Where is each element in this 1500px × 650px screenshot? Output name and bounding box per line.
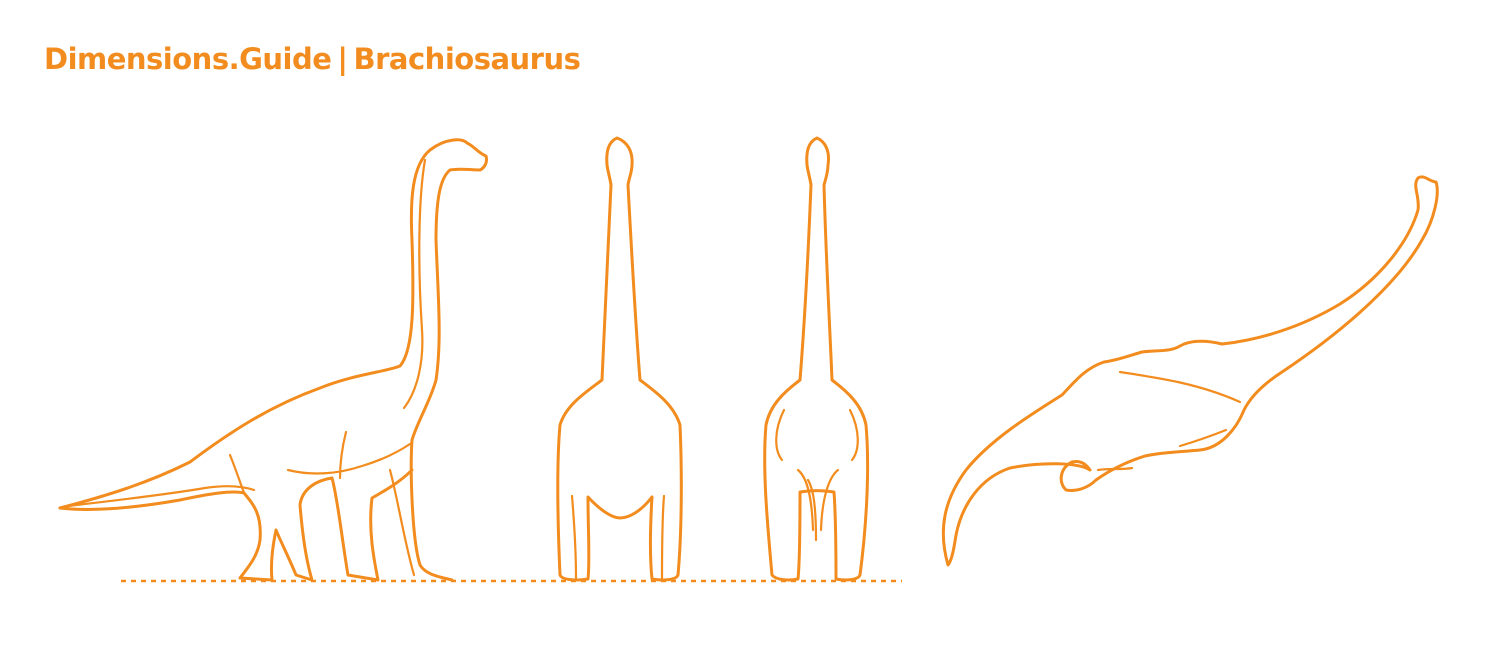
site-name: Dimensions.Guide bbox=[44, 42, 332, 76]
top-view-outline bbox=[941, 175, 1439, 567]
side-view-neck-inner-line bbox=[402, 158, 427, 410]
front-view-left-leg-line bbox=[570, 494, 578, 580]
side-view-hip-line bbox=[228, 453, 246, 495]
rear-view-hip-line bbox=[775, 408, 859, 462]
side-view-tail-stripe bbox=[66, 485, 256, 508]
title-separator: | bbox=[337, 42, 348, 76]
side-view-belly-outline bbox=[58, 468, 414, 582]
side-view-shoulder-line bbox=[338, 430, 348, 480]
rear-view-tail-line bbox=[796, 468, 840, 542]
side-view-flank-line bbox=[286, 442, 412, 475]
rear-view-figure bbox=[763, 136, 870, 582]
rear-view-outline bbox=[763, 136, 870, 582]
side-view-figure bbox=[58, 138, 488, 582]
side-view-front-leg-line bbox=[388, 468, 416, 577]
subject-name: Brachiosaurus bbox=[353, 42, 581, 76]
front-view-outline bbox=[556, 136, 683, 582]
top-view-spine-line bbox=[1118, 370, 1242, 404]
top-view-leg-line bbox=[1096, 428, 1228, 472]
side-view-back-outline bbox=[58, 138, 488, 582]
top-view-figure bbox=[941, 175, 1439, 567]
front-view-right-leg-line bbox=[660, 494, 666, 580]
front-view-figure bbox=[556, 136, 683, 582]
page-title: Dimensions.Guide | Brachiosaurus bbox=[44, 42, 581, 76]
